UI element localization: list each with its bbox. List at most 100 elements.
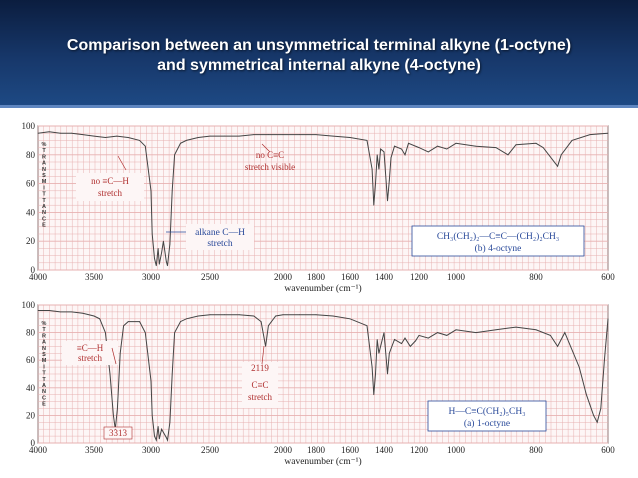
y-tick-label: 20 — [26, 410, 36, 420]
data-point — [268, 134, 269, 135]
data-point — [578, 366, 580, 368]
data-point — [376, 339, 378, 340]
annotation-box — [103, 426, 133, 440]
data-point — [388, 180, 390, 182]
data-point — [560, 154, 562, 156]
data-point — [60, 132, 61, 134]
spectrum-4-octyne: 0 20 40 60 80 100 4000 3500 3000 2500 2000 1800 1600… — [22, 121, 616, 294]
data-point — [589, 134, 591, 135]
x-axis-label: wavenumber (cm⁻¹) — [284, 456, 361, 467]
data-point — [82, 134, 84, 135]
data-point — [268, 325, 269, 327]
data-point — [48, 131, 50, 133]
annotation-alkane-ch-stretch: stretch — [207, 239, 233, 249]
data-point — [253, 134, 255, 135]
data-point — [315, 314, 317, 316]
data-point — [427, 337, 429, 339]
y-tick-label: 0 — [31, 438, 36, 448]
data-point — [48, 310, 50, 311]
data-point — [144, 145, 146, 147]
data-point — [446, 335, 448, 336]
x-axis-label: wavenumber (cm⁻¹) — [284, 283, 361, 294]
data-point — [282, 134, 284, 135]
data-point — [373, 204, 375, 206]
data-point — [154, 258, 155, 259]
annotation-ch-stretch: stretch — [78, 353, 102, 363]
x-tick-label: 3500 — [85, 272, 104, 282]
x-tick-label: 4000 — [29, 272, 48, 282]
x-tick-label: 3000 — [142, 445, 161, 455]
data-point — [167, 439, 168, 441]
slide-title: Comparison between an unsymmetrical term… — [0, 36, 638, 76]
data-point — [401, 148, 402, 150]
data-point — [127, 137, 129, 138]
x-tick-label: 3000 — [142, 272, 161, 282]
data-point — [378, 352, 380, 354]
spectrum-1-octyne: 0 20 40 60 80 100 4000 3500 3000 2500 2000 1800 1600… — [22, 300, 616, 467]
data-point — [186, 318, 187, 320]
data-point — [165, 261, 167, 262]
x-tick-label: 1000 — [447, 445, 466, 455]
data-point — [161, 252, 163, 254]
data-point — [387, 373, 388, 375]
data-point — [564, 332, 566, 333]
data-point — [186, 140, 187, 141]
x-tick-label: 2500 — [201, 272, 220, 282]
y-tick-label: 40 — [26, 383, 36, 393]
data-point — [144, 332, 146, 333]
y-tick-label: 100 — [22, 121, 36, 131]
annotation-no-ch: no ≡C—H — [91, 176, 129, 186]
y-axis-label: % T R A N S M I T T A N C E — [42, 321, 47, 408]
x-tick-label: 1200 — [410, 272, 429, 282]
data-point — [174, 332, 176, 333]
data-point — [375, 373, 376, 375]
data-point — [60, 311, 61, 313]
data-point — [155, 265, 157, 267]
data-point — [114, 428, 116, 430]
formula-box — [427, 400, 547, 432]
data-point — [375, 183, 376, 184]
x-tick-label: 2000 — [274, 445, 293, 455]
data-point — [542, 147, 544, 148]
data-point — [373, 394, 375, 396]
y-tick-label: 60 — [26, 355, 36, 365]
data-point — [446, 148, 448, 150]
data-point — [224, 314, 226, 316]
data-point — [93, 315, 95, 317]
data-point — [82, 312, 84, 314]
data-point — [394, 339, 395, 340]
formula-4-octyne: CH₃(CH₂)₂—C≡C—(CH₂)₂CH₃ — [437, 231, 559, 242]
data-point — [475, 145, 477, 147]
data-point — [427, 151, 429, 153]
data-point — [596, 421, 598, 423]
x-tick-label: 1600 — [341, 445, 360, 455]
data-point — [437, 145, 438, 147]
title-line-2: and symmetrical internal alkyne (4-octyn… — [157, 57, 481, 74]
annotation-no-ch-stretch: stretch — [98, 188, 122, 198]
y-tick-label: 20 — [26, 236, 36, 246]
data-point — [150, 380, 152, 382]
data-point — [404, 337, 406, 339]
data-point — [376, 154, 378, 156]
y-tick-label: 60 — [26, 179, 36, 189]
data-point — [123, 325, 124, 327]
x-tick-label: 800 — [529, 445, 543, 455]
data-point — [93, 135, 95, 137]
formula-box — [411, 225, 585, 257]
data-point — [371, 168, 373, 170]
data-point — [557, 346, 558, 347]
data-point — [161, 428, 163, 430]
data-point — [415, 340, 416, 342]
data-point — [37, 310, 39, 311]
annotation-bg — [186, 224, 254, 250]
data-point — [154, 435, 155, 437]
data-point — [437, 332, 438, 333]
data-point — [383, 332, 385, 333]
data-point — [607, 132, 609, 134]
data-point — [390, 157, 392, 159]
y-axis-label: % T R A N S M I T T A N C E — [42, 142, 47, 229]
x-tick-label: 1400 — [375, 445, 394, 455]
data-point — [238, 135, 240, 137]
